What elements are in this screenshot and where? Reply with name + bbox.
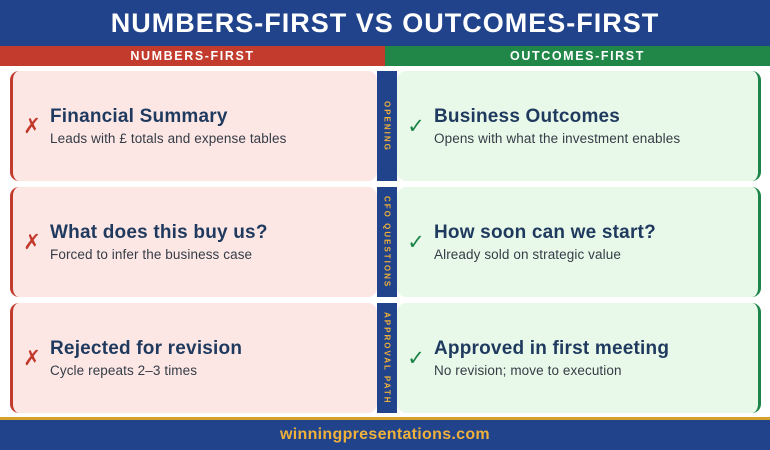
category-label: CFO QUESTIONS (382, 195, 392, 289)
card-text: Rejected for revision Cycle repeats 2–3 … (50, 338, 242, 378)
check-icon: ✓ (407, 113, 425, 138)
comparison-row-opening: ✗ Financial Summary Leads with £ totals … (10, 71, 761, 181)
card-heading: Rejected for revision (50, 338, 243, 359)
card-text: Approved in first meeting No revision; m… (434, 338, 669, 378)
card-detail: No revision; move to execution (434, 363, 622, 378)
cross-icon: ✗ (23, 229, 41, 254)
card-detail: Leads with £ totals and expense tables (50, 131, 287, 146)
category-rail-cfo-questions: CFO QUESTIONS (377, 187, 397, 297)
page-title: NUMBERS-FIRST VS OUTCOMES-FIRST (110, 7, 660, 38)
category-rail-opening: OPENING (377, 71, 397, 181)
category-label: APPROVAL PATH (382, 311, 392, 405)
outcomes-first-card-approval-path: ✓ Approved in first meeting No revision;… (397, 303, 761, 413)
cross-icon: ✗ (23, 345, 41, 370)
card-heading: What does this buy us? (50, 222, 268, 243)
column-header-outcomes-first-label: OUTCOMES-FIRST (510, 49, 645, 63)
category-rail-approval-path: APPROVAL PATH (377, 303, 397, 413)
card-text: Financial Summary Leads with £ totals an… (50, 106, 286, 146)
title-bar: NUMBERS-FIRST VS OUTCOMES-FIRST (0, 0, 770, 46)
card-heading: How soon can we start? (434, 222, 656, 243)
column-header-numbers-first: NUMBERS-FIRST (0, 46, 385, 66)
card-text: What does this buy us? Forced to infer t… (50, 222, 268, 262)
website-text: winningpresentations.com (280, 426, 490, 443)
column-header-outcomes-first: OUTCOMES-FIRST (385, 46, 770, 66)
numbers-first-card-opening: ✗ Financial Summary Leads with £ totals … (10, 71, 377, 181)
comparison-panel: ✗ Financial Summary Leads with £ totals … (0, 66, 770, 417)
column-headers: NUMBERS-FIRST OUTCOMES-FIRST (0, 46, 770, 66)
card-detail: Opens with what the investment enables (434, 131, 681, 146)
card-detail: Forced to infer the business case (50, 247, 253, 262)
comparison-row-approval-path: ✗ Rejected for revision Cycle repeats 2–… (10, 303, 761, 413)
gold-divider (0, 417, 770, 420)
card-detail: Already sold on strategic value (434, 247, 621, 262)
card-text: How soon can we start? Already sold on s… (434, 222, 656, 262)
card-heading: Business Outcomes (434, 106, 621, 127)
cross-icon: ✗ (23, 113, 41, 138)
outcomes-first-card-cfo-questions: ✓ How soon can we start? Already sold on… (397, 187, 761, 297)
card-heading: Approved in first meeting (434, 338, 670, 359)
card-detail: Cycle repeats 2–3 times (50, 363, 198, 378)
card-text: Business Outcomes Opens with what the in… (434, 106, 680, 146)
numbers-first-card-approval-path: ✗ Rejected for revision Cycle repeats 2–… (10, 303, 377, 413)
category-label: OPENING (382, 100, 392, 152)
check-icon: ✓ (407, 229, 425, 254)
card-heading: Financial Summary (50, 106, 228, 127)
check-icon: ✓ (407, 345, 425, 370)
footer-bar: winningpresentations.com (0, 420, 770, 450)
column-header-numbers-first-label: NUMBERS-FIRST (130, 49, 255, 63)
numbers-first-card-cfo-questions: ✗ What does this buy us? Forced to infer… (10, 187, 377, 297)
comparison-row-cfo-questions: ✗ What does this buy us? Forced to infer… (10, 187, 761, 297)
outcomes-first-card-opening: ✓ Business Outcomes Opens with what the … (397, 71, 761, 181)
